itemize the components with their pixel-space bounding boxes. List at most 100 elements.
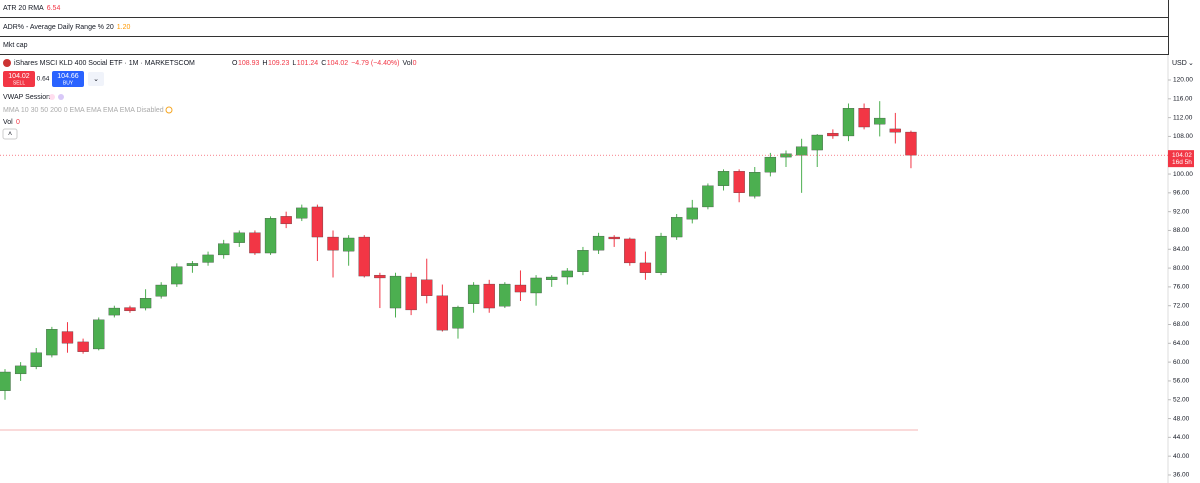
- candle-body: [749, 172, 761, 197]
- y-tick-label: 92.00: [1173, 208, 1190, 215]
- candle-body: [608, 236, 620, 240]
- legend-item: Vol: [402, 60, 412, 67]
- candle-body: [311, 206, 324, 238]
- y-tick-label: 84.00: [1173, 246, 1190, 253]
- candle-body: [233, 232, 245, 243]
- indicator-name: Mkt cap: [3, 42, 28, 49]
- price-tag-countdown: 16d 5h: [1172, 159, 1192, 166]
- candle-body: [874, 117, 886, 125]
- collapse-studies[interactable]: [2, 128, 18, 140]
- buy-price[interactable]: 104.66: [57, 73, 79, 80]
- candle-body: [358, 236, 370, 277]
- indicator-value: 1.20: [116, 24, 131, 31]
- indicator-panel: Mkt cap: [0, 37, 1168, 55]
- y-tick-label: 76.00: [1173, 284, 1190, 291]
- legend-item: 108.93: [238, 60, 260, 67]
- candle-body: [436, 295, 449, 331]
- candle-body: [686, 207, 698, 220]
- candle-body: [93, 319, 105, 350]
- y-tick-label: 56.00: [1173, 378, 1190, 385]
- candle-body: [467, 284, 480, 304]
- y-tick-label: 36.00: [1173, 472, 1190, 479]
- y-tick-label: 88.00: [1173, 227, 1190, 234]
- candle-body: [389, 275, 402, 309]
- symbol-logo[interactable]: [3, 59, 11, 67]
- y-tick-label: 64.00: [1173, 340, 1190, 347]
- candle-body: [592, 235, 605, 251]
- study-icon: [58, 94, 64, 100]
- legend-item: L: [292, 60, 296, 67]
- candle-body: [795, 146, 808, 156]
- y-tick-label: 108.00: [1173, 133, 1193, 140]
- candle-body: [905, 131, 917, 156]
- y-tick-label: 96.00: [1173, 190, 1190, 197]
- candle-body: [264, 218, 277, 254]
- y-tick-label: 52.00: [1173, 396, 1190, 403]
- candle-body: [296, 207, 308, 219]
- price-tag-price: 104.02: [1172, 152, 1192, 159]
- candle-body: [186, 263, 199, 266]
- candle-body: [639, 262, 652, 273]
- y-tick-label: 44.00: [1173, 434, 1190, 441]
- candle-body: [780, 153, 792, 158]
- buy-button[interactable]: [52, 71, 84, 87]
- indicator-name: ATR 20 RMA: [3, 5, 44, 12]
- indicator-panel: ATR 20 RMA 6.54: [0, 0, 1168, 18]
- y-tick-label: 100.00: [1173, 171, 1193, 178]
- y-tick-label: 120.00: [1173, 77, 1193, 84]
- candle-body: [842, 108, 855, 137]
- legend-item: 104.02: [327, 60, 349, 67]
- y-tick-label: 48.00: [1173, 415, 1190, 422]
- y-tick-label: 68.00: [1173, 321, 1190, 328]
- currency-dropdown[interactable]: ⌄: [1188, 60, 1194, 67]
- candle-body: [530, 277, 542, 294]
- candle-body: [374, 274, 386, 279]
- visibility-icon[interactable]: [165, 106, 173, 114]
- y-tick-label: 80.00: [1173, 265, 1190, 272]
- y-tick-label: 116.00: [1173, 96, 1193, 103]
- symbol-title[interactable]: iShares MSCI KLD 400 Social ETF · 1M · M…: [14, 60, 195, 67]
- candle-body: [561, 270, 573, 278]
- candle-body: [218, 243, 230, 256]
- legend-item: −4.79 (−4.40%): [351, 60, 399, 67]
- candle-body: [61, 331, 74, 344]
- study-vwap[interactable]: VWAP Session: [3, 94, 50, 101]
- y-tick-label: 72.00: [1173, 302, 1190, 309]
- collapse-studies-icon[interactable]: ˄: [8, 131, 12, 138]
- buy-label[interactable]: BUY: [63, 80, 74, 86]
- panel-divider: [1168, 0, 1169, 55]
- currency[interactable]: USD: [1172, 60, 1187, 67]
- candle-body: [811, 134, 823, 151]
- candle-body: [499, 283, 511, 307]
- candle-body: [764, 156, 777, 173]
- candle-body: [280, 216, 292, 225]
- candle-body: [327, 236, 339, 251]
- candle-body: [624, 238, 636, 264]
- candle-body: [514, 284, 527, 293]
- legend-item: C: [321, 60, 326, 67]
- ohlc-legend: O 108.93 H 109.23 L 101.24 C 104.02 −4.79 (−4.40…: [232, 60, 417, 67]
- study-vol-value: 0: [16, 119, 20, 126]
- sell-price[interactable]: 104.02: [8, 73, 30, 80]
- y-tick-label: 40.00: [1173, 453, 1190, 460]
- candle-body: [827, 132, 839, 137]
- candle-body: [717, 171, 730, 186]
- study-mma[interactable]: MMA 10 30 50 200 0 EMA EMA EMA EMA Disab…: [3, 107, 164, 114]
- candle-body: [702, 185, 714, 208]
- indicator-panel: ADR% - Average Daily Range % 20 1.20: [0, 18, 1168, 37]
- candle-body: [124, 307, 136, 312]
- collapse-icon[interactable]: ⌄: [93, 76, 99, 83]
- candle-body: [108, 307, 120, 316]
- candle-body: [671, 217, 683, 238]
- sell-label[interactable]: SELL: [13, 80, 25, 86]
- sell-button[interactable]: [3, 71, 35, 87]
- candle-body: [249, 232, 261, 254]
- candle-body: [30, 352, 42, 367]
- legend-item: 0: [413, 60, 417, 67]
- candle-body: [139, 298, 152, 309]
- candle-body: [483, 283, 495, 309]
- candle-body: [889, 128, 901, 133]
- collapse-button[interactable]: [88, 72, 104, 86]
- legend-item: H: [262, 60, 267, 67]
- study-vol[interactable]: Vol: [3, 119, 13, 126]
